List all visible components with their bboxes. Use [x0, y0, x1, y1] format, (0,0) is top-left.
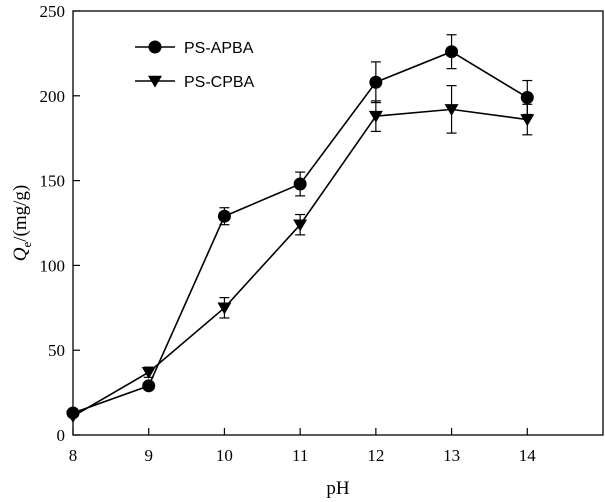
y-axis-title-sub: e — [19, 242, 34, 248]
data-point — [217, 209, 231, 223]
x-tick-label: 13 — [443, 446, 460, 465]
data-point — [520, 114, 535, 127]
x-tick-label: 11 — [292, 446, 308, 465]
data-point — [66, 411, 80, 423]
axes — [72, 10, 604, 436]
x-tick-label: 14 — [519, 446, 537, 465]
y-axis-title-unit: /(mg/g) — [10, 185, 31, 242]
plot-frame — [72, 10, 604, 436]
data-point — [368, 110, 383, 123]
y-axis-title: Qe/(mg/g) — [10, 185, 34, 262]
data-point — [293, 177, 307, 191]
legend: PS-APBA PS-CPBA — [135, 40, 255, 91]
legend-marker — [148, 75, 162, 88]
data-point — [444, 104, 459, 117]
y-tick-label: 100 — [40, 256, 66, 275]
y-tick-label: 50 — [48, 341, 65, 360]
series-line — [72, 108, 528, 418]
y-axis-title-main: Q — [10, 247, 31, 261]
x-axis-title: pH — [326, 478, 350, 499]
data-point — [369, 75, 383, 89]
data-point — [217, 302, 232, 315]
legend-label: PS-CPBA — [184, 74, 255, 91]
data-point — [445, 45, 459, 59]
y-tick-label: 250 — [40, 2, 66, 21]
data-point — [293, 219, 308, 232]
x-tick-label: 9 — [144, 446, 153, 465]
series-ps-apba — [66, 34, 534, 420]
x-tick-label: 8 — [69, 446, 78, 465]
x-tick-label: 12 — [367, 446, 384, 465]
x-axis-ticks: 8 9 10 11 12 13 14 — [69, 428, 537, 465]
y-tick-label: 200 — [40, 87, 66, 106]
series-ps-cpba — [66, 85, 535, 423]
data-point — [142, 379, 156, 393]
y-axis-ticks: 0 50 100 150 200 250 — [40, 2, 80, 445]
legend-label: PS-APBA — [184, 40, 254, 57]
y-tick-label: 0 — [57, 426, 66, 445]
y-tick-label: 150 — [40, 172, 66, 191]
x-tick-label: 10 — [216, 446, 233, 465]
data-point — [520, 90, 534, 104]
data-point — [141, 366, 156, 379]
series-layer — [66, 34, 535, 423]
legend-marker — [148, 40, 162, 54]
